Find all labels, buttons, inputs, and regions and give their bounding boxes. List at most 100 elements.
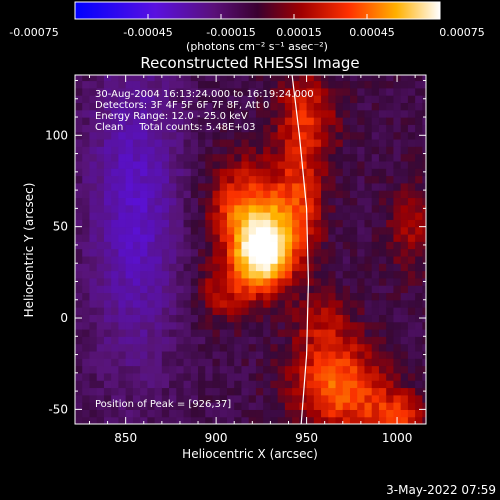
heatmap-cell bbox=[386, 160, 395, 169]
heatmap-cell bbox=[415, 160, 423, 169]
heatmap-cell bbox=[132, 299, 141, 308]
heatmap-cell bbox=[234, 328, 243, 337]
heatmap-cell bbox=[393, 248, 402, 257]
heatmap-cell bbox=[176, 241, 185, 250]
heatmap-cell bbox=[241, 109, 250, 118]
heatmap-cell bbox=[263, 212, 271, 220]
heatmap-cell bbox=[321, 197, 329, 206]
heatmap-cell bbox=[161, 394, 170, 403]
heatmap-cell bbox=[400, 197, 409, 206]
heatmap-cell bbox=[292, 219, 300, 228]
heatmap-cell bbox=[415, 124, 423, 133]
heatmap-cell bbox=[400, 241, 409, 250]
heatmap-cell bbox=[147, 219, 156, 228]
heatmap-cell bbox=[350, 321, 358, 330]
heatmap-cell bbox=[292, 263, 300, 272]
heatmap-cell bbox=[111, 380, 120, 389]
heatmap-cell bbox=[292, 358, 300, 367]
heatmap-cell bbox=[284, 336, 293, 345]
heatmap-cell bbox=[277, 190, 286, 199]
heatmap-cell bbox=[378, 168, 387, 177]
heatmap-cell bbox=[415, 233, 423, 242]
heatmap-cell bbox=[226, 336, 235, 345]
heatmap-cell bbox=[270, 146, 279, 155]
heatmap-cell bbox=[342, 409, 351, 418]
heatmap-cell bbox=[125, 292, 134, 301]
heatmap-cell bbox=[190, 212, 199, 220]
heatmap-cell bbox=[154, 138, 163, 147]
heatmap-cell bbox=[342, 402, 351, 410]
heatmap-cell bbox=[234, 292, 243, 301]
heatmap-cell bbox=[350, 277, 358, 286]
heatmap-cell bbox=[140, 409, 148, 418]
heatmap-cell bbox=[407, 117, 416, 125]
heatmap-cell bbox=[357, 358, 366, 367]
heatmap-cell bbox=[299, 299, 308, 308]
heatmap-cell bbox=[400, 233, 409, 242]
heatmap-cell bbox=[342, 102, 351, 111]
heatmap-cell bbox=[161, 197, 170, 206]
heatmap-cell bbox=[147, 102, 156, 111]
heatmap-cell bbox=[176, 277, 185, 286]
heatmap-cell bbox=[407, 307, 416, 315]
heatmap-cell bbox=[313, 95, 322, 104]
heatmap bbox=[75, 75, 426, 424]
heatmap-cell bbox=[212, 277, 221, 286]
heatmap-cell bbox=[277, 270, 286, 279]
heatmap-cell bbox=[415, 299, 423, 308]
heatmap-cell bbox=[248, 241, 257, 250]
heatmap-cell bbox=[212, 146, 221, 155]
heatmap-cell bbox=[306, 255, 315, 264]
heatmap-cell bbox=[299, 270, 308, 279]
heatmap-cell bbox=[176, 402, 185, 410]
heatmap-cell bbox=[176, 365, 185, 374]
heatmap-cell bbox=[415, 248, 423, 257]
heatmap-cell bbox=[378, 358, 387, 367]
heatmap-cell bbox=[190, 160, 199, 169]
heatmap-cell bbox=[386, 146, 395, 155]
heatmap-cell bbox=[103, 365, 112, 374]
heatmap-cell bbox=[306, 102, 315, 111]
heatmap-cell bbox=[205, 124, 214, 133]
heatmap-cell bbox=[292, 95, 300, 104]
heatmap-cell bbox=[89, 314, 98, 323]
heatmap-cell bbox=[415, 95, 423, 104]
heatmap-cell bbox=[103, 255, 112, 264]
heatmap-cell bbox=[219, 336, 228, 345]
heatmap-cell bbox=[386, 87, 395, 96]
heatmap-cell bbox=[255, 336, 264, 345]
heatmap-cell bbox=[357, 277, 366, 286]
heatmap-cell bbox=[400, 365, 409, 374]
heatmap-cell bbox=[190, 416, 199, 424]
heatmap-cell bbox=[321, 204, 329, 213]
heatmap-cell bbox=[270, 190, 279, 199]
heatmap-cell bbox=[125, 314, 134, 323]
heatmap-cell bbox=[89, 409, 98, 418]
heatmap-cell bbox=[140, 343, 148, 352]
heatmap-cell bbox=[277, 138, 286, 147]
heatmap-cell bbox=[364, 190, 373, 199]
heatmap-cell bbox=[263, 102, 271, 111]
heatmap-cell bbox=[241, 175, 250, 184]
heatmap-cell bbox=[313, 299, 322, 308]
heatmap-cell bbox=[328, 372, 337, 381]
heatmap-cell bbox=[313, 153, 322, 162]
heatmap-cell bbox=[118, 182, 127, 191]
heatmap-cell bbox=[140, 109, 148, 118]
heatmap-cell bbox=[407, 270, 416, 279]
heatmap-cell bbox=[75, 255, 83, 264]
heatmap-cell bbox=[321, 328, 329, 337]
heatmap-cell bbox=[270, 212, 279, 220]
heatmap-cell bbox=[284, 168, 293, 177]
heatmap-cell bbox=[378, 409, 387, 418]
heatmap-cell bbox=[190, 409, 199, 418]
heatmap-cell bbox=[140, 153, 148, 162]
heatmap-cell bbox=[169, 182, 177, 191]
heatmap-cell bbox=[219, 190, 228, 199]
heatmap-cell bbox=[82, 328, 91, 337]
heatmap-cell bbox=[190, 350, 199, 359]
heatmap-cell bbox=[306, 299, 315, 308]
heatmap-cell bbox=[118, 336, 127, 345]
heatmap-cell bbox=[357, 175, 366, 184]
heatmap-cell bbox=[350, 358, 358, 367]
